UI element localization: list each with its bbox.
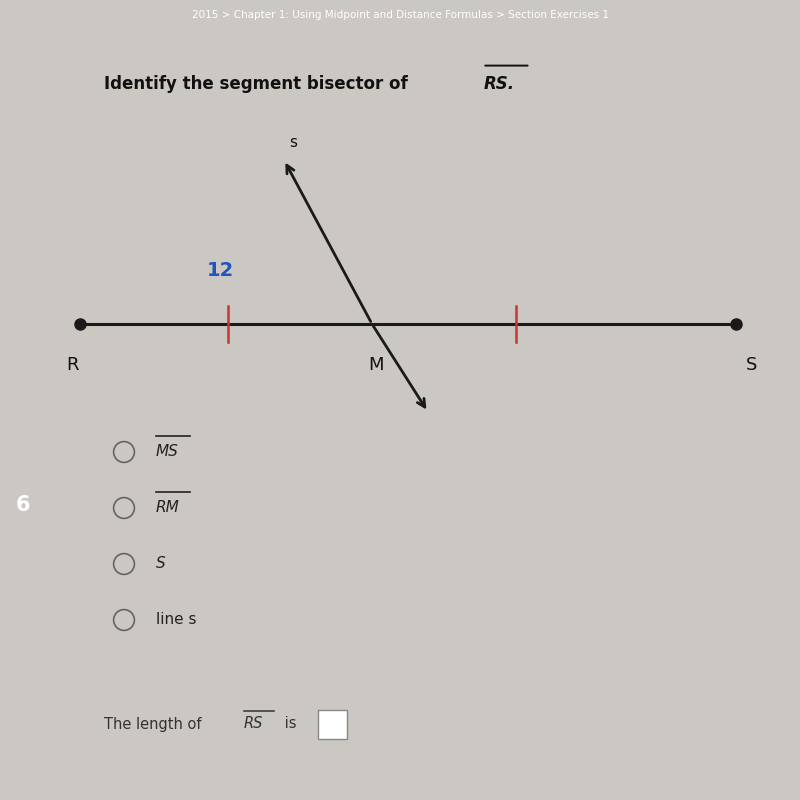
Text: M: M xyxy=(368,356,384,374)
Text: MS: MS xyxy=(156,445,178,459)
Text: line s: line s xyxy=(156,613,197,627)
Text: Identify the segment bisector of: Identify the segment bisector of xyxy=(104,75,414,93)
Text: R: R xyxy=(66,356,78,374)
Text: S: S xyxy=(156,557,166,571)
Text: RS.: RS. xyxy=(484,75,515,93)
Text: RS: RS xyxy=(244,717,263,731)
Text: 2015 > Chapter 1: Using Midpoint and Distance Formulas > Section Exercises 1: 2015 > Chapter 1: Using Midpoint and Dis… xyxy=(191,10,609,20)
Text: The length of: The length of xyxy=(104,717,206,731)
Text: s: s xyxy=(290,135,298,150)
Text: is: is xyxy=(280,717,297,731)
Text: 12: 12 xyxy=(206,261,234,280)
Text: RM: RM xyxy=(156,501,180,515)
Text: S: S xyxy=(746,356,758,374)
Text: 6: 6 xyxy=(16,494,30,515)
FancyBboxPatch shape xyxy=(318,710,347,739)
